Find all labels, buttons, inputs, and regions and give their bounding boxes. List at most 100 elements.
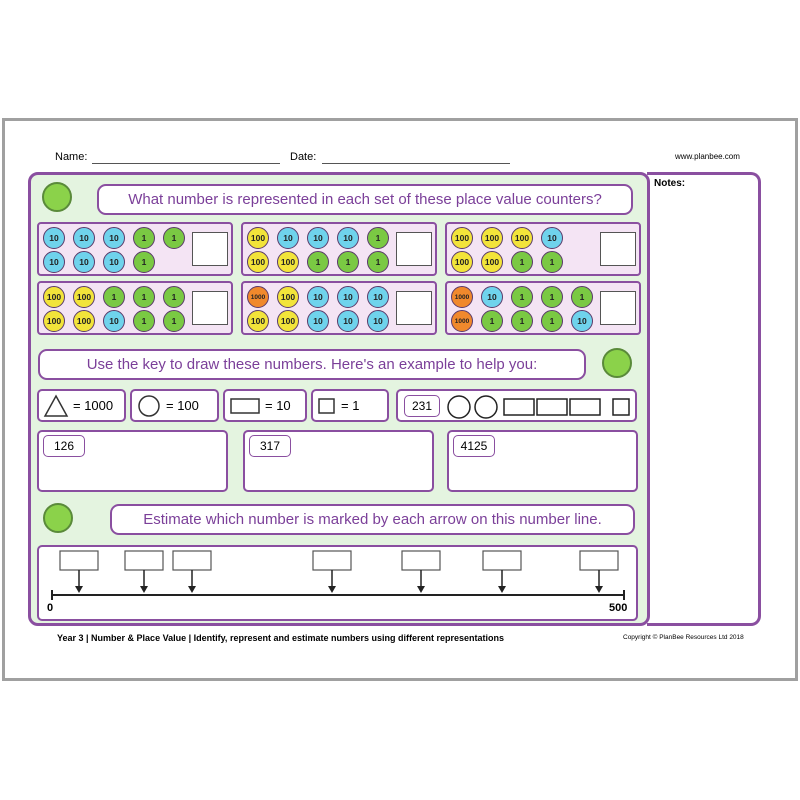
counter: 1 [163, 286, 185, 308]
counter: 1 [133, 251, 155, 273]
alien-icon [602, 348, 632, 378]
counter: 1 [133, 310, 155, 332]
counter: 1000 [451, 286, 473, 308]
footer-description: Year 3 | Number & Place Value | Identify… [57, 633, 505, 643]
counter: 10 [73, 227, 95, 249]
counter: 10 [571, 310, 593, 332]
counter: 1 [367, 251, 389, 273]
number-label: 4125 [453, 435, 495, 457]
number-box: 126 [37, 430, 228, 492]
counter: 1000 [247, 286, 269, 308]
counter: 1 [133, 286, 155, 308]
alien-icon [43, 503, 73, 533]
key-box: = 100 [130, 389, 219, 422]
counter: 10 [337, 227, 359, 249]
counter: 100 [451, 251, 473, 273]
counter: 100 [277, 286, 299, 308]
key-text: = 100 [166, 398, 199, 413]
counter: 1 [541, 310, 563, 332]
counter: 100 [247, 227, 269, 249]
counter: 10 [367, 286, 389, 308]
website: www.planbee.com [675, 152, 740, 161]
example-drawing [446, 394, 636, 425]
counter-set: 100 100 100 10 100 100 1 1 [445, 222, 641, 276]
number-line-start: 0 [47, 602, 54, 614]
counter: 10 [103, 227, 125, 249]
counter: 1 [541, 251, 563, 273]
key-shape [43, 393, 69, 418]
counter: 100 [73, 286, 95, 308]
counter-set: 10 10 10 1 1 10 10 10 1 [37, 222, 233, 276]
answer-box [600, 232, 636, 266]
answer-box [192, 232, 228, 266]
date-line [322, 163, 510, 164]
counter: 100 [43, 310, 65, 332]
key-shape [229, 394, 261, 418]
key-shape [317, 394, 337, 418]
speech-bubble: Estimate which number is marked by each … [110, 504, 635, 535]
name-label: Name: [55, 151, 88, 163]
counter: 1 [337, 251, 359, 273]
number-line [39, 547, 636, 624]
sheet-frame [2, 118, 798, 681]
key-box: = 1 [311, 389, 389, 422]
key-text: = 10 [265, 398, 291, 413]
counter: 100 [451, 227, 473, 249]
counter: 1000 [451, 310, 473, 332]
counter: 1 [511, 286, 533, 308]
speech-bubble: What number is represented in each set o… [97, 184, 633, 215]
counter: 10 [103, 251, 125, 273]
date-label: Date: [290, 151, 317, 163]
key-shape [136, 394, 162, 418]
counter: 1 [133, 227, 155, 249]
counter: 100 [73, 310, 95, 332]
counter: 10 [307, 310, 329, 332]
counter: 10 [307, 286, 329, 308]
number-line-box: 0 500 [37, 545, 638, 621]
counter: 1 [511, 310, 533, 332]
counter-set: 1000 10 1 1 1 1000 1 1 1 10 [445, 281, 641, 335]
counter: 10 [43, 251, 65, 273]
number-box: 4125 [447, 430, 638, 492]
counter: 100 [511, 227, 533, 249]
copyright: Copyright © PlanBee Resources Ltd 2018 [623, 634, 744, 641]
counter: 10 [103, 310, 125, 332]
counter: 1 [163, 227, 185, 249]
counter-set: 100 10 10 10 1 100 100 1 1 1 [241, 222, 437, 276]
counter: 1 [541, 286, 563, 308]
speech-bubble: Use the key to draw these numbers. Here'… [38, 349, 586, 380]
key-box: = 10 [223, 389, 307, 422]
counter: 100 [481, 251, 503, 273]
counter: 100 [43, 286, 65, 308]
counter: 100 [277, 310, 299, 332]
number-line-end: 500 [609, 602, 628, 614]
counter: 10 [337, 286, 359, 308]
key-box: = 1000 [37, 389, 126, 422]
counter: 1 [481, 310, 503, 332]
example-number: 231 [404, 395, 440, 417]
number-label: 317 [249, 435, 291, 457]
counter-set: 1000 100 10 10 10 100 100 10 10 10 [241, 281, 437, 335]
counter: 1 [511, 251, 533, 273]
counter: 10 [541, 227, 563, 249]
number-box: 317 [243, 430, 434, 492]
example-box: 231 [396, 389, 637, 422]
counter: 10 [307, 227, 329, 249]
counter: 1 [163, 310, 185, 332]
counter: 100 [277, 251, 299, 273]
notes-panel [647, 172, 761, 626]
counter: 10 [337, 310, 359, 332]
counter: 10 [277, 227, 299, 249]
counter: 10 [73, 251, 95, 273]
name-line [92, 163, 280, 164]
number-label: 126 [43, 435, 85, 457]
notes-label: Notes: [654, 178, 686, 189]
counter: 100 [247, 310, 269, 332]
counter: 10 [481, 286, 503, 308]
answer-box [396, 291, 432, 325]
counter: 1 [367, 227, 389, 249]
counter: 10 [367, 310, 389, 332]
counter: 100 [481, 227, 503, 249]
counter: 100 [247, 251, 269, 273]
